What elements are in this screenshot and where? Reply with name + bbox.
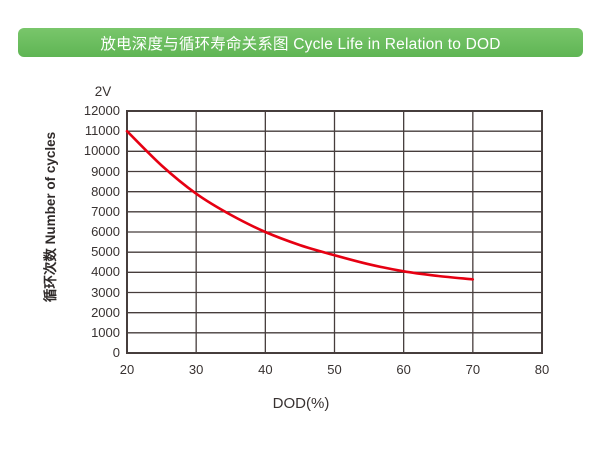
chart-title: 放电深度与循环寿命关系图 Cycle Life in Relation to D… (100, 35, 501, 53)
cycle-life-curve (125, 129, 475, 281)
y-tick-label: 4000 (91, 264, 120, 280)
x-tick-label: 20 (119, 362, 135, 377)
x-tick-label: 40 (258, 362, 273, 377)
y-tick-label: 0 (112, 345, 120, 360)
y-tick-label: 3000 (91, 284, 120, 300)
y-tick-label: 9000 (91, 163, 120, 179)
x-axis-title: DOD(%) (272, 395, 330, 412)
chart-title-bar: 放电深度与循环寿命关系图 Cycle Life in Relation to D… (18, 28, 583, 57)
x-tick-label: 70 (465, 362, 481, 377)
y-tick-label: 7000 (91, 203, 120, 219)
y-tick-label: 5000 (91, 244, 120, 260)
x-tick-label: 30 (188, 362, 204, 377)
y-axis-title: 循环次数 Number of cycles (43, 131, 58, 303)
x-tick-label: 60 (396, 362, 411, 377)
x-tick-label: 50 (327, 362, 342, 377)
plot-frame (126, 110, 543, 354)
y-tick-label: 12000 (83, 103, 120, 118)
x-tick-label: 80 (534, 362, 550, 377)
y-tick-label: 8000 (91, 183, 120, 199)
y-tick-label: 11000 (84, 123, 120, 139)
y-tick-label: 1000 (91, 324, 120, 340)
y-tick-label: 6000 (91, 224, 120, 239)
y-tick-label: 2000 (91, 304, 120, 320)
series-label: 2V (94, 84, 112, 99)
plot-area (125, 110, 543, 354)
y-tick-label: 10000 (83, 143, 120, 159)
